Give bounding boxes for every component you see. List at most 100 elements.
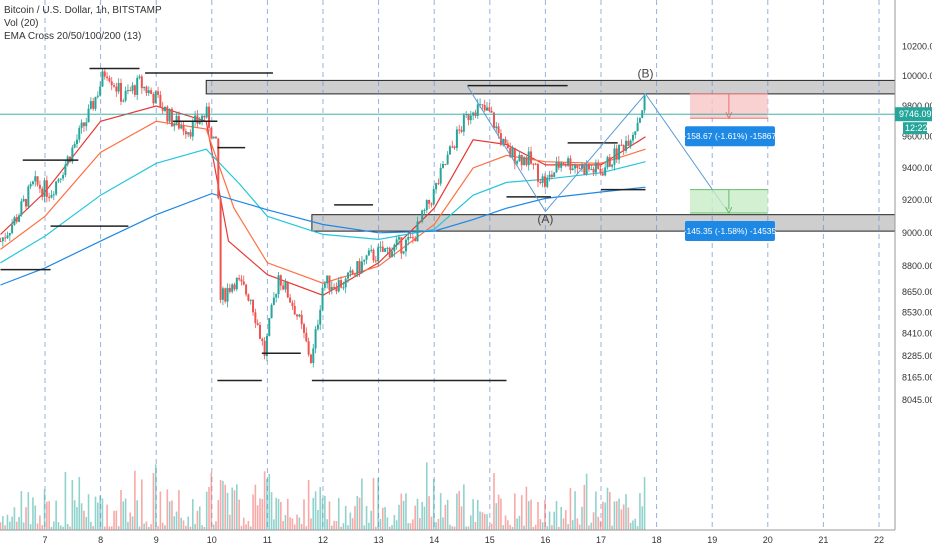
- candle-body: [391, 251, 394, 258]
- candle-body: [284, 281, 287, 290]
- candle: [15, 214, 18, 224]
- candle: [548, 170, 551, 182]
- volume-bar: [66, 523, 69, 530]
- candle-body: [233, 284, 236, 290]
- candle: [194, 110, 197, 127]
- candle: [416, 216, 419, 242]
- candle-body: [407, 236, 410, 240]
- volume-bar: [319, 487, 322, 530]
- volume-bar: [585, 473, 588, 530]
- candle: [196, 110, 199, 128]
- candle-body: [224, 288, 227, 302]
- candle-body: [140, 76, 143, 89]
- candle-body: [115, 86, 118, 92]
- candle-body: [13, 217, 16, 225]
- volume-bar: [444, 504, 447, 530]
- candle-body: [414, 238, 417, 242]
- volume-indicator-label[interactable]: Vol (20): [4, 18, 39, 29]
- resistance-support-zone: [205, 79, 902, 95]
- candle: [212, 136, 215, 139]
- candle: [388, 246, 391, 258]
- candle-body: [258, 324, 261, 339]
- candle: [136, 75, 139, 101]
- candle-body: [291, 302, 294, 306]
- volume-bar: [463, 484, 465, 530]
- candle-body: [585, 164, 588, 175]
- candle: [133, 84, 136, 98]
- volume-bar: [59, 525, 62, 530]
- candle-body: [150, 90, 153, 95]
- volume-bar: [212, 524, 215, 530]
- volume-bar: [639, 493, 641, 530]
- candle: [448, 144, 451, 155]
- candle-body: [89, 101, 92, 109]
- candle: [377, 244, 380, 266]
- volume-bar: [326, 519, 328, 530]
- candle-body: [444, 163, 447, 165]
- candle-body: [534, 163, 537, 165]
- volume-bar: [439, 493, 442, 530]
- candle-body: [157, 91, 160, 95]
- candle: [224, 287, 227, 304]
- volume-bar: [500, 498, 502, 530]
- time-tick-label: 11: [263, 535, 272, 545]
- candle-body: [321, 287, 324, 310]
- candle: [219, 197, 222, 304]
- candle: [550, 170, 553, 180]
- ema200-line: [0, 186, 646, 286]
- volume-bar: [363, 525, 366, 530]
- volume-bar: [120, 490, 122, 530]
- candle-body: [27, 186, 30, 207]
- price-tick-label: 10200.00: [902, 41, 932, 51]
- volume-bar: [344, 505, 347, 530]
- candle-body: [523, 157, 526, 166]
- candle-body: [235, 278, 238, 290]
- price-tick-label: 8165.00: [902, 373, 932, 383]
- candle-body: [460, 129, 463, 132]
- volume-bar: [423, 506, 426, 530]
- candle: [446, 151, 449, 165]
- candle-body: [509, 148, 512, 157]
- volume-bar: [576, 518, 579, 530]
- volume-bar: [551, 525, 553, 530]
- time-tick-label: 15: [485, 535, 495, 545]
- volume-bar: [236, 484, 238, 530]
- volume-bar: [263, 471, 266, 530]
- volume-bar: [196, 510, 199, 530]
- candle: [59, 178, 62, 184]
- candle-body: [495, 126, 498, 129]
- candle: [89, 97, 92, 110]
- candle: [557, 156, 560, 171]
- candle: [599, 165, 602, 175]
- candle: [495, 122, 498, 133]
- volume-bar: [488, 526, 491, 530]
- volume-bar: [85, 516, 88, 530]
- chart-legend: Bitcoin / U.S. Dollar, 1h, BITSTAMP Vol …: [4, 4, 162, 43]
- candle-body: [238, 278, 241, 280]
- volume-bar: [335, 521, 338, 530]
- candle-body: [360, 261, 363, 274]
- candle-body: [365, 255, 368, 260]
- volume-bar: [187, 516, 189, 530]
- symbol-title[interactable]: Bitcoin / U.S. Dollar, 1h, BITSTAMP: [4, 5, 162, 16]
- ema-indicator-label[interactable]: EMA Cross 20/50/100/200 (13): [4, 31, 142, 42]
- volume-bar: [504, 515, 507, 530]
- candle-body: [629, 140, 632, 146]
- volume-bar: [611, 525, 613, 530]
- volume-bar: [553, 511, 556, 530]
- candle-body: [25, 199, 28, 207]
- volume-bar: [592, 512, 595, 530]
- candle: [384, 247, 387, 252]
- candle: [578, 164, 581, 170]
- candle: [254, 308, 257, 329]
- volume-bar: [62, 526, 64, 530]
- candle-body: [103, 71, 106, 77]
- volume-bar: [627, 507, 630, 530]
- volume-bar: [514, 493, 516, 530]
- volume-bar: [229, 514, 231, 530]
- volume-bar: [495, 503, 498, 530]
- candle: [613, 144, 616, 171]
- volume-bar: [460, 506, 463, 530]
- candle: [555, 156, 558, 173]
- candle-body: [48, 196, 51, 198]
